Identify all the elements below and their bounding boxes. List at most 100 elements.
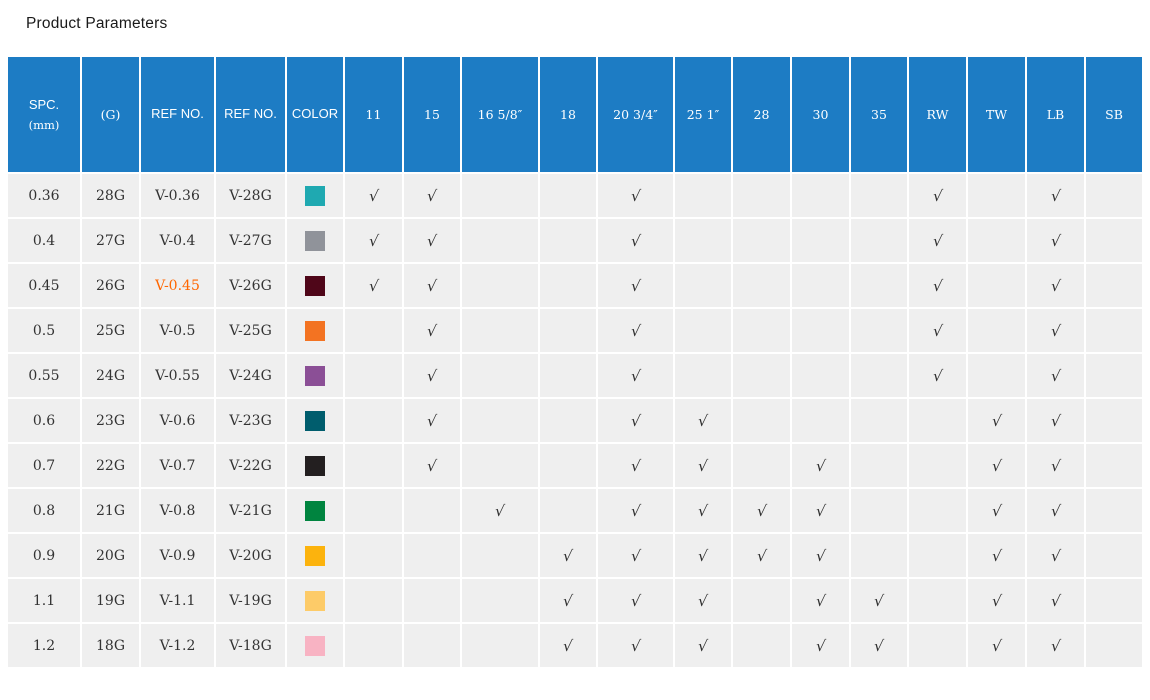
cell-ref-no-1: V-0.55 [141, 354, 214, 397]
column-header-sb: SB [1086, 57, 1142, 172]
cell-ref-no-1: V-0.5 [141, 309, 214, 352]
check-mark-icon: √ [367, 276, 380, 295]
check-mark-icon: √ [1049, 366, 1062, 385]
cell-size-tw [968, 174, 1025, 217]
column-header-label: SPC. [28, 96, 60, 112]
color-swatch [305, 545, 325, 566]
cell-size-c25: √ [675, 534, 731, 577]
column-header-ref1: REF NO. [141, 57, 214, 172]
check-mark-icon: √ [629, 366, 642, 385]
check-mark-icon: √ [1049, 501, 1062, 520]
check-mark-icon: √ [426, 321, 438, 340]
check-mark-icon: √ [990, 456, 1003, 475]
color-swatch [305, 635, 325, 656]
cell-size-c11: √ [345, 264, 402, 307]
cell-size-c35 [851, 444, 907, 487]
cell-ref-no-2: V-28G [216, 174, 285, 217]
cell-size-tw [968, 354, 1025, 397]
cell-size-c35 [851, 264, 907, 307]
cell-gauge: 19G [82, 579, 139, 622]
cell-gauge: 26G [82, 264, 139, 307]
column-header-label: SB [1105, 106, 1123, 122]
product-table: SPC. (mm) (G) REF NO. REF NO. COLOR 11 15 16 5/8… [8, 57, 1142, 667]
check-mark-icon: √ [990, 501, 1003, 520]
cell-color [287, 624, 343, 667]
cell-spc: 0.7 [8, 444, 80, 487]
check-mark-icon: √ [873, 591, 885, 610]
cell-size-tw: √ [968, 399, 1025, 442]
cell-spc: 0.55 [8, 354, 80, 397]
cell-size-c25: √ [675, 579, 731, 622]
cell-size-c18 [540, 489, 596, 532]
cell-size-c15 [404, 579, 460, 622]
cell-size-lb: √ [1027, 354, 1084, 397]
column-header-label: REF NO. [224, 106, 277, 122]
column-header-c18: 18 [540, 57, 596, 172]
cell-size-lb: √ [1027, 174, 1084, 217]
cell-size-c18: √ [540, 579, 596, 622]
column-header-color: COLOR [287, 57, 343, 172]
cell-size-c11: √ [345, 219, 402, 262]
cell-size-c25 [675, 264, 731, 307]
cell-size-c16 [462, 309, 538, 352]
cell-color [287, 354, 343, 397]
cell-size-c28 [733, 264, 790, 307]
cell-size-c25: √ [675, 624, 731, 667]
cell-size-c20: √ [598, 444, 673, 487]
check-mark-icon: √ [367, 186, 380, 205]
check-mark-icon: √ [697, 411, 709, 430]
check-mark-icon: √ [697, 591, 709, 610]
column-header-label: COLOR [291, 106, 339, 122]
check-mark-icon: √ [1049, 186, 1062, 205]
cell-size-c20: √ [598, 309, 673, 352]
cell-size-c30 [792, 219, 849, 262]
cell-color [287, 444, 343, 487]
cell-ref-no-1: V-0.36 [141, 174, 214, 217]
cell-size-c25 [675, 219, 731, 262]
check-mark-icon: √ [1049, 546, 1062, 565]
check-mark-icon: √ [629, 501, 642, 520]
check-mark-icon: √ [426, 411, 438, 430]
cell-size-c18: √ [540, 624, 596, 667]
cell-size-c20: √ [598, 624, 673, 667]
column-header-label: 30 [812, 106, 829, 122]
column-header-label: 18 [560, 106, 576, 122]
cell-size-c30 [792, 264, 849, 307]
check-mark-icon: √ [426, 366, 438, 385]
cell-size-rw: √ [909, 174, 966, 217]
cell-size-lb: √ [1027, 309, 1084, 352]
cell-size-c35 [851, 399, 907, 442]
column-header-label: RW [926, 106, 949, 122]
cell-size-lb: √ [1027, 399, 1084, 442]
cell-ref-no-2: V-26G [216, 264, 285, 307]
check-mark-icon: √ [931, 231, 944, 250]
cell-size-c20: √ [598, 534, 673, 577]
cell-ref-no-2: V-25G [216, 309, 285, 352]
color-swatch [305, 320, 325, 341]
cell-size-lb: √ [1027, 534, 1084, 577]
cell-size-c16 [462, 354, 538, 397]
check-mark-icon: √ [697, 501, 709, 520]
cell-size-tw: √ [968, 444, 1025, 487]
column-header-label: 35 [871, 106, 887, 122]
cell-ref-no-1: V-1.2 [141, 624, 214, 667]
check-mark-icon: √ [755, 546, 768, 565]
cell-size-c15: √ [404, 309, 460, 352]
cell-size-c20: √ [598, 354, 673, 397]
cell-size-c28 [733, 624, 790, 667]
column-header-c11: 11 [345, 57, 402, 172]
cell-ref-no-1: V-0.6 [141, 399, 214, 442]
cell-spc: 0.9 [8, 534, 80, 577]
column-header-c25: 25 1″ [675, 57, 731, 172]
check-mark-icon: √ [629, 231, 642, 250]
column-header-c16: 16 5/8″ [462, 57, 538, 172]
cell-spc: 0.6 [8, 399, 80, 442]
check-mark-icon: √ [814, 591, 827, 610]
cell-size-c15: √ [404, 219, 460, 262]
column-header-label: REF NO. [151, 106, 204, 122]
cell-size-c11 [345, 399, 402, 442]
cell-size-sb [1086, 489, 1142, 532]
cell-size-tw: √ [968, 624, 1025, 667]
column-header-label: LB [1046, 106, 1065, 122]
cell-color [287, 264, 343, 307]
